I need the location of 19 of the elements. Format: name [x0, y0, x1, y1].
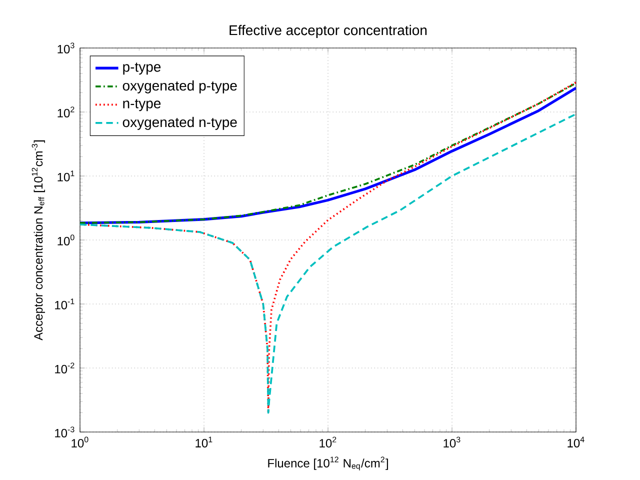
x-tick-label: 10$^{3}$	[444, 436, 460, 448]
y-tick-label: 10$^{3}$	[58, 42, 74, 54]
y-tick-label: 10$^{2}$	[58, 106, 74, 118]
y-tick-label: 10$^{1}$	[58, 170, 74, 182]
y-tick-label: 10$^{0}$	[58, 234, 74, 246]
y-tick-label: 10$^{-1}$	[55, 298, 74, 310]
y-axis-title: Acceptor concentration N$_{eff}$ [10$^{12}$cm$^{-3}$]	[32, 140, 46, 340]
legend-label: oxygenated n-type	[122, 116, 237, 130]
x-tick-label: 10$^{4}$	[568, 436, 584, 448]
y-tick-label: 10$^{-3}$	[55, 426, 74, 438]
chart-title: Effective acceptor concentration	[230, 24, 427, 38]
x-tick-label: 10$^{0}$	[72, 436, 88, 448]
legend-label: p-type	[123, 62, 161, 75]
legend-label: oxygenated p-type	[122, 80, 237, 94]
legend-label: n-type	[123, 99, 161, 112]
y-tick-label: 10$^{-2}$	[55, 362, 74, 374]
x-axis-title: Fluence [10$^{12}$ N$_{eq}$/cm$^{2}$]	[268, 456, 388, 470]
x-tick-label: 10$^{2}$	[320, 436, 336, 448]
x-tick-label: 10$^{1}$	[196, 436, 212, 448]
